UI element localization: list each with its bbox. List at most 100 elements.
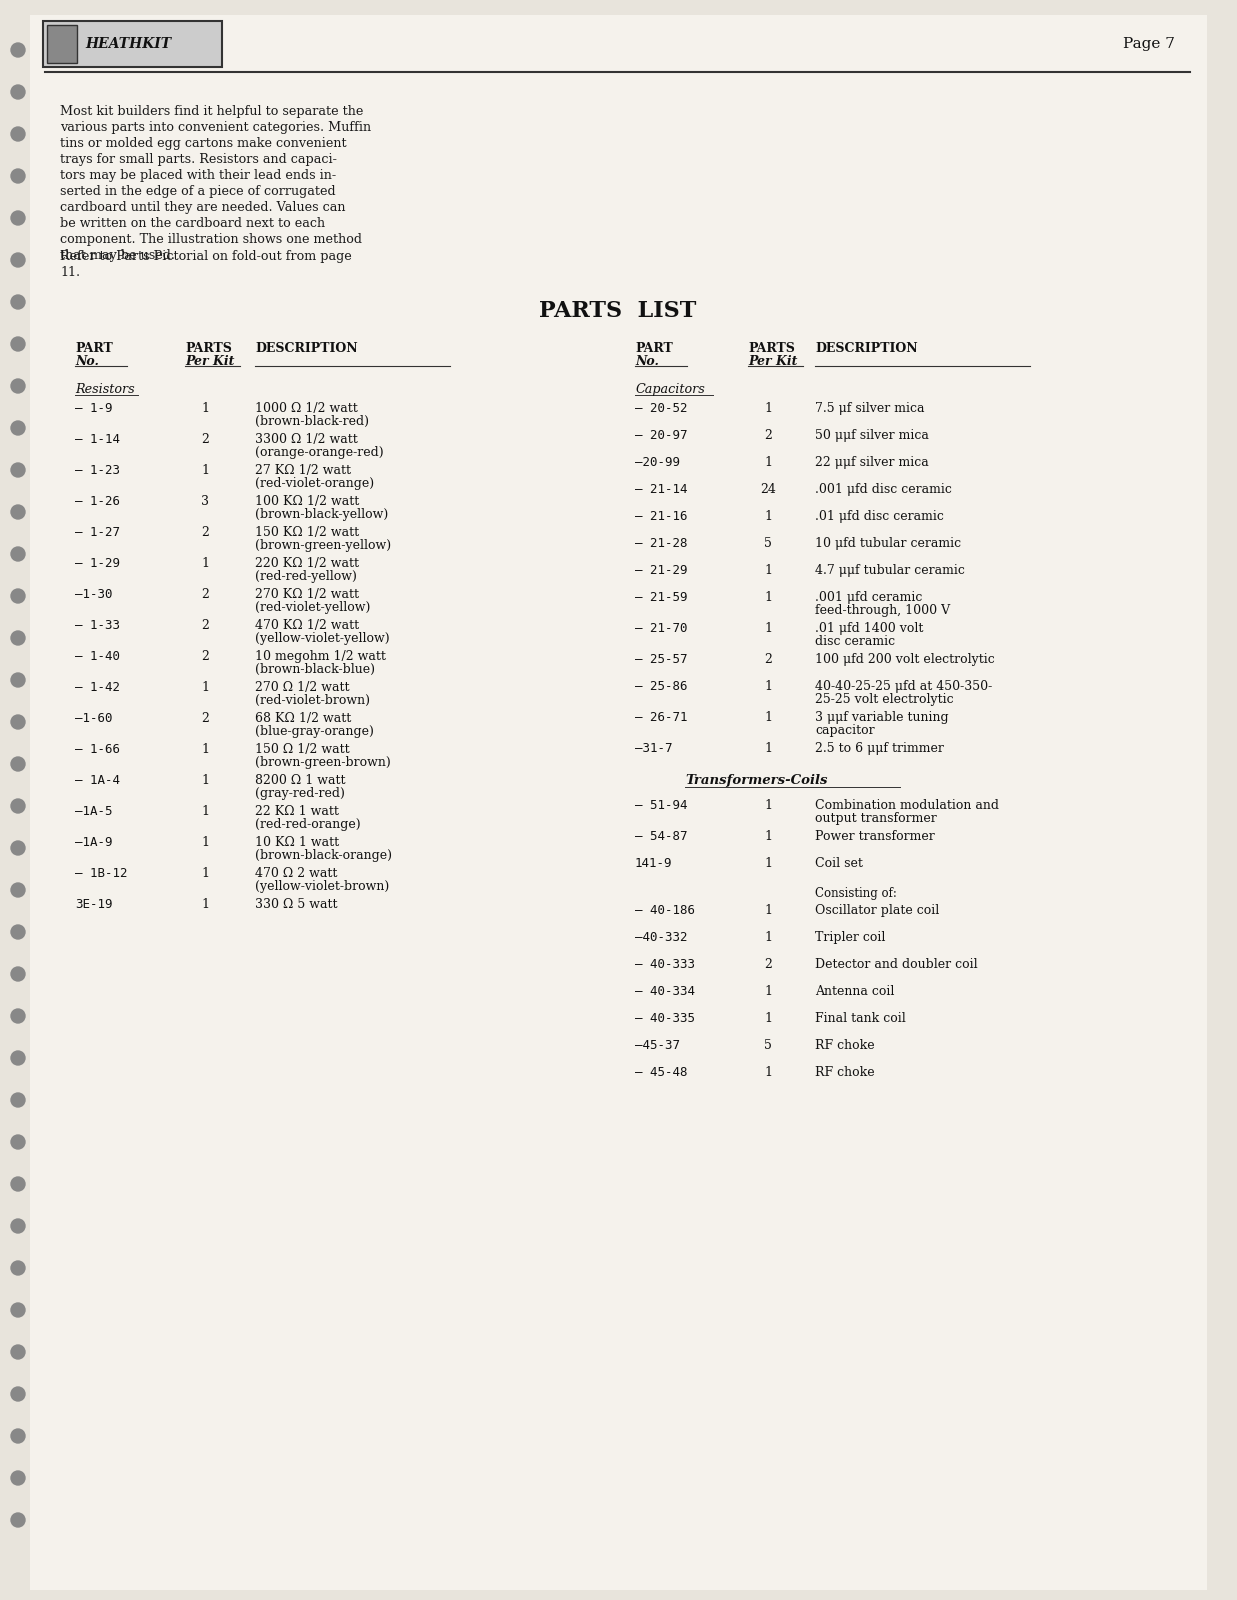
Text: — 21-14: — 21-14: [635, 483, 688, 496]
Text: 150 KΩ 1/2 watt: 150 KΩ 1/2 watt: [255, 526, 359, 539]
Circle shape: [11, 85, 25, 99]
Text: .001 μfd ceramic: .001 μfd ceramic: [815, 590, 923, 603]
Text: 1: 1: [200, 898, 209, 910]
Text: 2: 2: [202, 619, 209, 632]
Text: feed-through, 1000 V: feed-through, 1000 V: [815, 603, 950, 618]
Text: 1: 1: [764, 830, 772, 843]
Text: 1: 1: [764, 1013, 772, 1026]
Text: component. The illustration shows one method: component. The illustration shows one me…: [61, 234, 362, 246]
Circle shape: [11, 674, 25, 686]
Circle shape: [11, 1134, 25, 1149]
Circle shape: [11, 842, 25, 854]
Text: — 1-42: — 1-42: [75, 682, 120, 694]
Text: capacitor: capacitor: [815, 723, 875, 738]
Text: 2: 2: [202, 434, 209, 446]
Text: various parts into convenient categories. Muffin: various parts into convenient categories…: [61, 122, 371, 134]
Text: (red-red-yellow): (red-red-yellow): [255, 570, 357, 582]
Text: (red-violet-orange): (red-violet-orange): [255, 477, 374, 490]
Text: No.: No.: [75, 355, 99, 368]
Text: (brown-black-red): (brown-black-red): [255, 414, 369, 427]
Text: 10 megohm 1/2 watt: 10 megohm 1/2 watt: [255, 650, 386, 662]
Text: 100 μfd 200 volt electrolytic: 100 μfd 200 volt electrolytic: [815, 653, 995, 666]
Text: 150 Ω 1/2 watt: 150 Ω 1/2 watt: [255, 742, 350, 757]
Text: —31-7: —31-7: [635, 742, 673, 755]
Text: Per Kit: Per Kit: [186, 355, 234, 368]
Text: Coil set: Coil set: [815, 858, 863, 870]
Text: (yellow-violet-brown): (yellow-violet-brown): [255, 880, 390, 893]
Text: cardboard until they are needed. Values can: cardboard until they are needed. Values …: [61, 202, 345, 214]
Circle shape: [11, 798, 25, 813]
Text: 2: 2: [764, 958, 772, 971]
Circle shape: [11, 1429, 25, 1443]
Text: — 1-40: — 1-40: [75, 650, 120, 662]
Circle shape: [11, 126, 25, 141]
Circle shape: [11, 43, 25, 58]
Text: serted in the edge of a piece of corrugated: serted in the edge of a piece of corruga…: [61, 186, 335, 198]
Text: — 1-26: — 1-26: [75, 494, 120, 509]
Text: — 25-86: — 25-86: [635, 680, 688, 693]
Text: output transformer: output transformer: [815, 813, 936, 826]
Text: Refer to Parts Pictorial on fold-out from page: Refer to Parts Pictorial on fold-out fro…: [61, 250, 351, 262]
Text: Consisting of:: Consisting of:: [815, 886, 897, 899]
Text: Resistors: Resistors: [75, 382, 135, 395]
Text: 1: 1: [764, 456, 772, 469]
Text: 10 μfd tubular ceramic: 10 μfd tubular ceramic: [815, 538, 961, 550]
Text: 22 KΩ 1 watt: 22 KΩ 1 watt: [255, 805, 339, 818]
Text: Oscillator plate coil: Oscillator plate coil: [815, 904, 939, 917]
Text: — 20-97: — 20-97: [635, 429, 688, 442]
Text: 1: 1: [764, 931, 772, 944]
Text: 470 KΩ 1/2 watt: 470 KΩ 1/2 watt: [255, 619, 359, 632]
Text: 3300 Ω 1/2 watt: 3300 Ω 1/2 watt: [255, 434, 357, 446]
Text: —40-332: —40-332: [635, 931, 688, 944]
Text: 470 Ω 2 watt: 470 Ω 2 watt: [255, 867, 338, 880]
Text: be written on the cardboard next to each: be written on the cardboard next to each: [61, 218, 325, 230]
Text: PART: PART: [635, 342, 673, 355]
Circle shape: [11, 1261, 25, 1275]
Text: 1: 1: [764, 510, 772, 523]
Circle shape: [11, 1302, 25, 1317]
Text: 2: 2: [764, 653, 772, 666]
Text: 1: 1: [200, 464, 209, 477]
Text: 2: 2: [202, 587, 209, 602]
Text: (red-violet-yellow): (red-violet-yellow): [255, 602, 370, 614]
Text: PARTS  LIST: PARTS LIST: [539, 301, 696, 322]
Circle shape: [11, 1178, 25, 1190]
Text: 1: 1: [764, 742, 772, 755]
Text: Per Kit: Per Kit: [748, 355, 798, 368]
Text: (red-violet-brown): (red-violet-brown): [255, 694, 370, 707]
Circle shape: [11, 966, 25, 981]
Circle shape: [11, 338, 25, 350]
Circle shape: [11, 757, 25, 771]
Text: — 54-87: — 54-87: [635, 830, 688, 843]
Circle shape: [11, 506, 25, 518]
Text: — 1-27: — 1-27: [75, 526, 120, 539]
Circle shape: [11, 1514, 25, 1526]
Circle shape: [11, 421, 25, 435]
Text: —1A-9: —1A-9: [75, 835, 113, 850]
Text: trays for small parts. Resistors and capaci-: trays for small parts. Resistors and cap…: [61, 154, 336, 166]
Circle shape: [11, 1093, 25, 1107]
Text: — 1-29: — 1-29: [75, 557, 120, 570]
Text: Most kit builders find it helpful to separate the: Most kit builders find it helpful to sep…: [61, 106, 364, 118]
Text: Transformers-Coils: Transformers-Coils: [685, 774, 828, 787]
Text: (yellow-violet-yellow): (yellow-violet-yellow): [255, 632, 390, 645]
Text: 7.5 μf silver mica: 7.5 μf silver mica: [815, 402, 924, 414]
Text: —20-99: —20-99: [635, 456, 680, 469]
Circle shape: [11, 1219, 25, 1234]
Text: 1: 1: [200, 805, 209, 818]
Text: — 40-334: — 40-334: [635, 986, 695, 998]
Text: — 26-71: — 26-71: [635, 710, 688, 723]
Text: RF choke: RF choke: [815, 1066, 875, 1078]
Text: 5: 5: [764, 538, 772, 550]
Text: — 25-57: — 25-57: [635, 653, 688, 666]
Text: Combination modulation and: Combination modulation and: [815, 798, 999, 813]
Text: 1: 1: [764, 565, 772, 578]
Text: — 40-186: — 40-186: [635, 904, 695, 917]
Text: 2: 2: [202, 650, 209, 662]
Text: 141-9: 141-9: [635, 858, 673, 870]
Text: — 20-52: — 20-52: [635, 402, 688, 414]
Text: 2.5 to 6 μμf trimmer: 2.5 to 6 μμf trimmer: [815, 742, 944, 755]
Text: Antenna coil: Antenna coil: [815, 986, 894, 998]
Text: Power transformer: Power transformer: [815, 830, 935, 843]
Text: (brown-black-blue): (brown-black-blue): [255, 662, 375, 675]
